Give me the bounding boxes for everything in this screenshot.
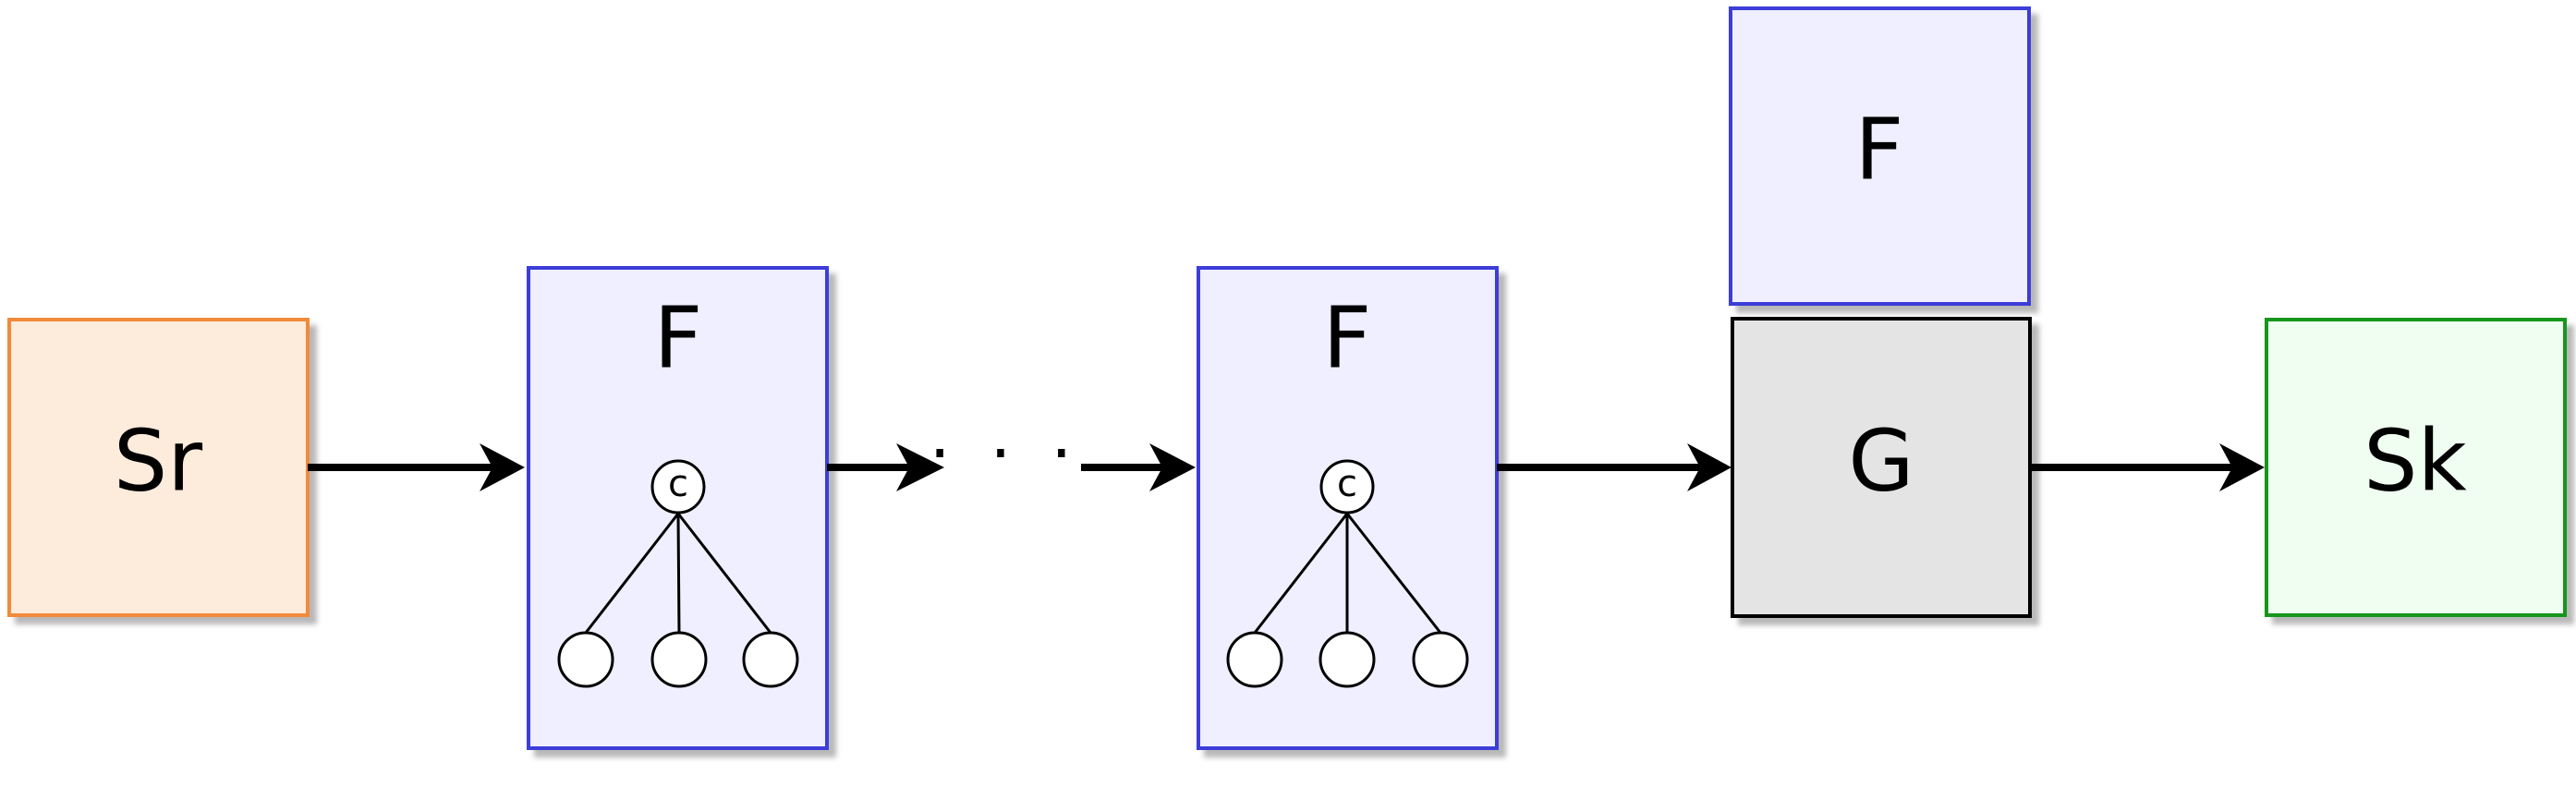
tree-1-child-node xyxy=(742,631,799,688)
arrow-group-to-sink xyxy=(2030,443,2265,491)
tree-2-child-node xyxy=(1412,631,1469,688)
filter-top-box xyxy=(1729,6,2031,306)
source-label: Sr xyxy=(114,411,202,510)
tree-1-root-label: c xyxy=(668,463,688,505)
sink-label: Sk xyxy=(2363,411,2467,510)
filter-node-1: F c xyxy=(527,266,829,750)
tree-2-root-label: c xyxy=(1337,463,1357,505)
filter-top-label: F xyxy=(1855,100,1904,199)
tree-1-root-node xyxy=(650,459,706,515)
tree-1-child-node xyxy=(650,631,708,688)
filter-1-label: F xyxy=(654,288,703,387)
arrow-filter-1-to-ellipsis xyxy=(827,443,944,491)
arrow-filter-2-to-group xyxy=(1497,443,1732,491)
tree-2-root-node xyxy=(1319,459,1375,515)
filter-2-label: F xyxy=(1323,288,1372,387)
sink-node: Sk xyxy=(2265,318,2567,617)
ellipsis: · · · xyxy=(930,415,1081,492)
filter-node-2: F c xyxy=(1197,266,1499,750)
filter-node-top: F xyxy=(1729,6,2031,306)
source-box xyxy=(7,318,310,617)
group-label: G xyxy=(1848,411,1914,510)
group-node: G xyxy=(1731,317,2032,618)
sink-box xyxy=(2265,318,2567,617)
arrow-source-to-filter-1 xyxy=(308,443,525,491)
group-box xyxy=(1731,317,2032,618)
tree-2-child-node xyxy=(1318,631,1376,688)
tree-2-child-node xyxy=(1226,631,1283,688)
tree-1: c xyxy=(557,459,799,688)
tree-1-child-node xyxy=(557,631,614,688)
source-node: Sr xyxy=(7,318,310,617)
arrow-ellipsis-to-filter-2 xyxy=(1081,443,1196,491)
tree-2: c xyxy=(1226,459,1469,688)
